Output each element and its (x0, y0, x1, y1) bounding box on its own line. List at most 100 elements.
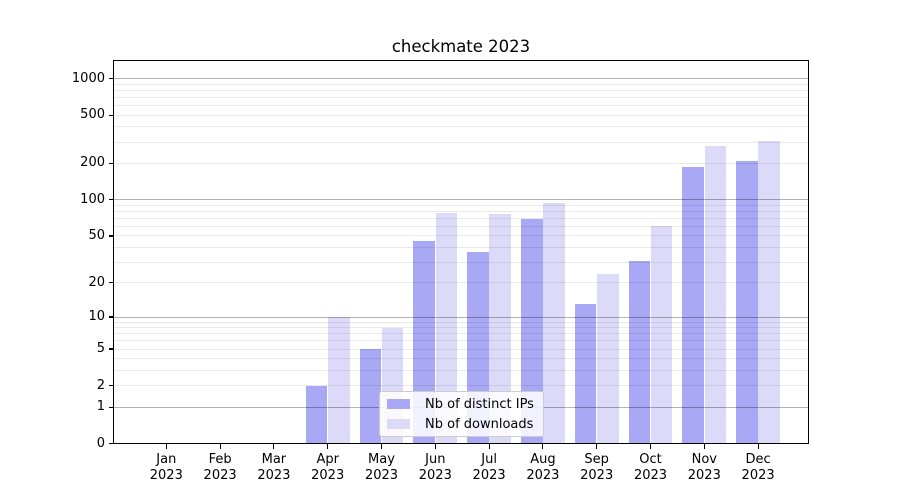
x-tick-label: Nov 2023 (674, 452, 734, 483)
legend-row-distinct-ips: Nb of distinct IPs (380, 394, 543, 414)
legend-swatch-downloads (387, 418, 410, 430)
bar-distinct-ips (520, 219, 543, 444)
x-tick-month: Aug (530, 452, 556, 468)
x-tick-mark (596, 444, 598, 449)
y-tick-mark (108, 199, 113, 201)
x-tick-year: 2023 (580, 467, 614, 483)
x-tick-month: Jun (425, 452, 446, 468)
x-tick-year: 2023 (418, 467, 452, 483)
y-tick-label: 1000 (71, 70, 105, 86)
x-tick-month: Oct (639, 452, 662, 468)
x-tick-label: Jan 2023 (136, 452, 196, 483)
y-tick-label: 1 (96, 399, 105, 415)
bar-distinct-ips (574, 304, 597, 444)
x-tick-mark (703, 444, 705, 449)
gridline-major (113, 199, 809, 201)
x-tick-mark (434, 444, 436, 449)
gridline-minor (113, 83, 809, 85)
y-tick-mark (108, 348, 113, 350)
gridline-minor (113, 327, 809, 329)
x-tick-label: Aug 2023 (513, 452, 573, 483)
x-tick-year: 2023 (311, 467, 345, 483)
x-tick-mark (273, 444, 275, 449)
gridline-minor (113, 96, 809, 98)
x-tick-mark (165, 444, 167, 449)
x-tick-label: Apr 2023 (298, 452, 358, 483)
gridline-minor (113, 348, 809, 350)
bar-downloads (489, 214, 512, 444)
gridline-minor (113, 261, 809, 263)
gridline-minor (113, 89, 809, 91)
x-tick-mark (380, 444, 383, 449)
gridline-minor (113, 333, 809, 335)
x-tick-label: May 2023 (352, 452, 412, 483)
x-tick-month: Jul (481, 452, 497, 468)
y-tick-mark (108, 406, 113, 408)
y-tick-label: 5 (96, 341, 105, 357)
gridline-minor (113, 217, 809, 219)
x-tick-mark (327, 444, 329, 449)
x-tick-month: May (368, 452, 395, 468)
bar-downloads (435, 212, 458, 444)
x-tick-mark (219, 444, 221, 449)
y-tick-label: 10 (88, 309, 105, 325)
bar-downloads (758, 140, 781, 444)
gridline-minor (113, 114, 809, 116)
y-tick-label: 100 (80, 191, 105, 207)
x-tick-mark (488, 444, 490, 449)
x-tick-month: Feb (208, 452, 232, 468)
x-tick-label: Jun 2023 (405, 452, 465, 483)
x-tick-year: 2023 (472, 467, 506, 483)
y-tick-label: 20 (88, 274, 105, 290)
y-tick-label: 200 (80, 155, 105, 171)
y-tick-mark (108, 77, 113, 80)
x-tick-month: Nov (691, 452, 717, 468)
x-tick-mark (542, 444, 544, 449)
gridline-minor (113, 321, 809, 323)
gridline-minor (113, 141, 809, 143)
y-tick-mark (108, 114, 113, 116)
bar-distinct-ips (628, 260, 651, 444)
gridline-minor (113, 126, 809, 128)
y-tick-mark (108, 443, 113, 445)
gridline-minor (113, 235, 809, 237)
bar-distinct-ips (682, 166, 704, 444)
gridline-major (113, 316, 809, 318)
gridline-minor (113, 162, 809, 164)
gridline-minor (113, 370, 809, 371)
x-tick-year: 2023 (257, 467, 291, 483)
x-tick-label: Feb 2023 (190, 452, 250, 483)
legend-swatch-distinct-ips (387, 398, 410, 410)
x-tick-month: Sep (584, 452, 609, 468)
gridline-minor (113, 385, 809, 387)
plot-frame (112, 60, 810, 445)
y-tick-label: 0 (96, 435, 105, 451)
y-tick-mark (108, 316, 113, 318)
bar-distinct-ips (359, 349, 382, 444)
gridline-minor (113, 210, 809, 212)
bar-downloads (543, 202, 565, 444)
gridline-minor (113, 282, 809, 284)
x-tick-label: Oct 2023 (621, 452, 681, 483)
x-tick-month: Apr (316, 452, 339, 468)
x-tick-year: 2023 (687, 467, 721, 483)
bar-downloads (704, 146, 727, 444)
legend: Nb of distinct IPs Nb of downloads (379, 391, 544, 437)
x-tick-mark (649, 444, 652, 449)
gridline-minor (113, 246, 809, 248)
x-tick-label: Sep 2023 (567, 452, 627, 483)
y-tick-mark (108, 282, 113, 284)
gridline-minor (113, 105, 809, 107)
bar-downloads (597, 273, 619, 444)
x-tick-month: Dec (745, 452, 771, 468)
x-tick-year: 2023 (364, 467, 399, 483)
x-tick-year: 2023 (741, 467, 775, 483)
y-tick-mark (108, 162, 113, 165)
gridline-minor (113, 358, 809, 360)
x-tick-label: Mar 2023 (244, 452, 304, 483)
y-tick-label: 500 (80, 107, 105, 123)
bar-distinct-ips (305, 385, 328, 444)
x-tick-label: Dec 2023 (728, 452, 788, 483)
gridline-minor (113, 340, 809, 342)
